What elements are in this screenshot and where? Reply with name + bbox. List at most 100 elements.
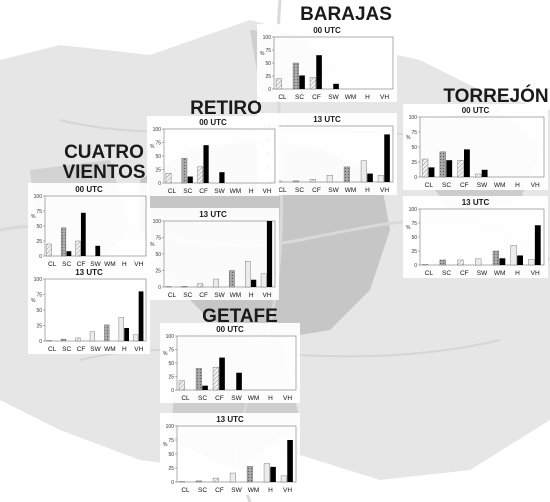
bar-vh-series-1 xyxy=(260,273,267,288)
plot-frame xyxy=(273,125,394,183)
category-label-cf: CF xyxy=(215,487,224,494)
y-tick-label: 75 xyxy=(168,347,174,353)
y-tick-label: 50 xyxy=(36,308,42,314)
station-title-cuatro-vientos-line1: CUATRO xyxy=(64,142,144,163)
category-label-sc: SC xyxy=(183,292,192,299)
y-tick-label: 25 xyxy=(265,74,271,80)
bar-sc-series-1 xyxy=(195,480,202,483)
category-label-sc: SC xyxy=(198,395,207,402)
category-label-vh: VH xyxy=(134,261,143,268)
y-axis-label: % xyxy=(31,214,36,220)
bar-cl-series-1 xyxy=(421,264,429,266)
chart-retiro-00utc: 00 UTC 0 25 50 75 100% CL SC CF SW WM H VH xyxy=(147,116,279,196)
bar-sc-series-1 xyxy=(60,338,67,342)
category-label-cl: CL xyxy=(425,182,434,189)
bar-vh-series-2 xyxy=(534,225,541,265)
y-tick-label: 50 xyxy=(168,452,174,458)
y-tick-label: 25 xyxy=(155,167,161,173)
category-label-h: H xyxy=(268,395,273,402)
y-axis-label: % xyxy=(150,144,155,150)
y-axis-label: % xyxy=(31,298,36,304)
y-axis-label: % xyxy=(163,442,168,448)
y-tick-label: 0 xyxy=(158,285,161,291)
category-label-vh: VH xyxy=(380,187,389,194)
y-tick-label: 100 xyxy=(263,35,272,41)
category-label-sc: SC xyxy=(62,346,71,353)
category-label-vh: VH xyxy=(283,395,292,402)
bar-wm-series-1 xyxy=(229,270,235,288)
y-tick-label: 75 xyxy=(168,438,174,444)
category-label-sw: SW xyxy=(90,261,101,268)
category-label-wm: WM xyxy=(345,94,357,101)
category-label-wm: WM xyxy=(248,395,260,402)
bar-h-series-2 xyxy=(251,279,257,287)
category-label-wm: WM xyxy=(494,182,506,189)
chart-svg: 00 UTC 0 25 50 75 100% CL SC CF SW WM H VH xyxy=(163,325,297,402)
category-label-cl: CL xyxy=(168,292,177,299)
station-title-getafe: GETAFE xyxy=(202,306,278,327)
bar-h-series-2 xyxy=(517,255,523,265)
plot-frame xyxy=(273,36,394,90)
y-tick-label: 50 xyxy=(168,361,174,367)
chart-retiro-13utc: 13 UTC 0 25 50 75 100% CL SC CF SW WM H VH xyxy=(147,208,279,300)
bar-sw-series-1 xyxy=(229,472,236,483)
category-label-sc: SC xyxy=(442,182,451,189)
bar-h-series-1 xyxy=(118,317,124,342)
bar-cl-series-2 xyxy=(428,167,435,177)
y-tick-label: 100 xyxy=(34,277,43,283)
category-label-cf: CF xyxy=(312,94,321,101)
bar-sc-series-1 xyxy=(195,368,202,391)
y-tick-label: 75 xyxy=(411,130,417,136)
chart-svg: 00 UTC 0 25 50 75 100% CL SC CF SW WM H VH xyxy=(406,106,545,189)
chart-cuatro-vientos-00utc: 00 UTC 0 25 50 75 100% CL SC CF SW WM H VH xyxy=(28,183,150,269)
plot-frame xyxy=(419,208,545,266)
category-label-sc: SC xyxy=(183,188,192,195)
category-label-cf: CF xyxy=(77,261,86,268)
y-tick-label: 25 xyxy=(168,374,174,380)
panel-label: 00 UTC xyxy=(75,185,103,194)
plot-frame xyxy=(176,425,297,483)
bar-cf-series-1 xyxy=(212,367,219,391)
bar-sw-series-1 xyxy=(475,258,482,266)
panel-label: 00 UTC xyxy=(313,26,341,35)
bar-sw-series-1 xyxy=(475,173,482,178)
y-tick-label: 25 xyxy=(155,268,161,274)
category-label-vh: VH xyxy=(531,270,540,277)
category-label-wm: WM xyxy=(104,346,116,353)
bar-sw-series-2 xyxy=(219,172,225,183)
plot-frame xyxy=(163,220,276,288)
category-label-cl: CL xyxy=(48,346,57,353)
category-label-h: H xyxy=(268,487,273,494)
chart-barajas-00utc: 00 UTC 0 25 50 75 100% CL SC CF SW WM H VH xyxy=(257,24,397,102)
category-label-cf: CF xyxy=(199,292,208,299)
category-label-wm: WM xyxy=(230,292,242,299)
category-label-h: H xyxy=(249,292,254,299)
chart-svg: 00 UTC 0 25 50 75 100% CL SC CF SW WM H VH xyxy=(260,26,394,101)
bar-sc-series-1 xyxy=(60,227,67,257)
category-label-h: H xyxy=(365,187,370,194)
bar-cf-series-1 xyxy=(197,166,204,184)
y-tick-label: 25 xyxy=(411,160,417,166)
category-label-h: H xyxy=(365,94,370,101)
bar-sc-series-1 xyxy=(292,180,299,183)
bar-sc-series-1 xyxy=(439,151,446,178)
bar-cf-series-1 xyxy=(457,259,464,266)
chart-torrejon-13utc: 13 UTC 0 25 50 75 100% CL SC CF SW WM H VH xyxy=(403,196,548,278)
bar-sc-series-1 xyxy=(181,286,188,288)
bar-h-series-2 xyxy=(124,327,129,341)
category-label-wm: WM xyxy=(494,270,506,277)
bar-wm-series-1 xyxy=(104,324,110,342)
bar-cl-series-1 xyxy=(421,158,429,178)
y-tick-label: 100 xyxy=(166,334,175,340)
panel-label: 00 UTC xyxy=(462,106,490,115)
y-tick-label: 0 xyxy=(39,254,42,260)
category-label-sc: SC xyxy=(198,487,207,494)
y-tick-label: 100 xyxy=(409,207,418,213)
bar-h-series-1 xyxy=(263,463,270,483)
station-title-cuatro-vientos-line2: VIENTOS xyxy=(62,162,146,183)
category-label-sc: SC xyxy=(442,270,451,277)
category-label-wm: WM xyxy=(104,261,116,268)
category-label-vh: VH xyxy=(283,487,292,494)
bar-cl-series-1 xyxy=(46,340,52,342)
